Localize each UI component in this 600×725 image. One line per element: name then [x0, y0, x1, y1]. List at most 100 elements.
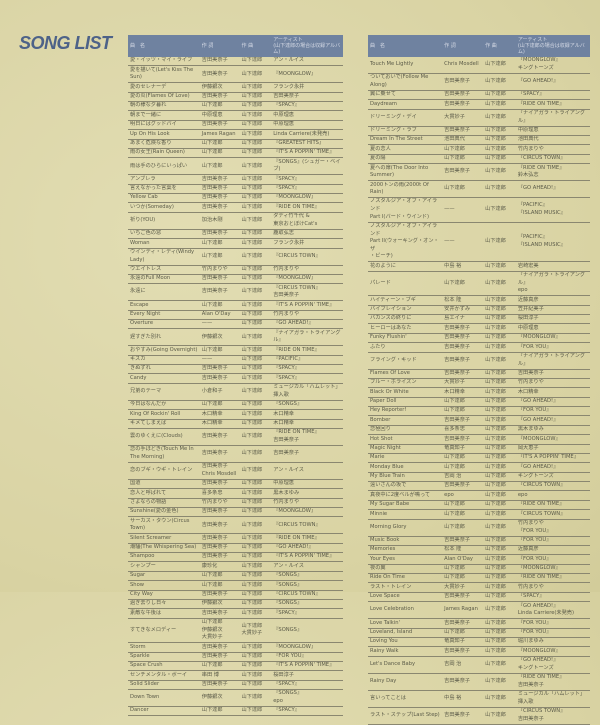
composer: 山下達郎 [483, 536, 516, 546]
lyricist: 吉田美奈子 [199, 120, 240, 131]
table-row: Sugar 山下達郎 山下達郎 『SONGS』 [128, 571, 343, 582]
table-row: City Way 吉田美奈子 山下達郎 『CIRCUS TOWN』 [128, 590, 343, 600]
composer: 山下達郎 [239, 599, 272, 610]
composer: 山下達郎 [239, 139, 272, 149]
composer: 山下達郎 [483, 690, 516, 708]
artist: 『SPACY』 [271, 174, 343, 185]
artist: 『CIRCUS TOWN』 [271, 590, 343, 600]
artist: Linda Carriere(未発売) [271, 129, 343, 140]
table-row: 翼に乗せて 吉田美奈子 山下達郎 『SPACY』 [368, 90, 590, 101]
artist: 『MOONGLOW』 [271, 274, 343, 285]
lyricist: Alan O'Day [199, 310, 240, 320]
lyricist: 山下達郎 [199, 248, 240, 266]
song-title: Storm [128, 642, 200, 653]
artist: 『CIRCUS TOWN』 [271, 516, 343, 535]
artist: 木口精幸 [515, 387, 590, 398]
table-row: Loving You 竜真知子 山下達郎 堀川まゆみ [368, 637, 590, 648]
table-row: Your Eyes Alan O'Day 山下達郎 『FOR YOU』 [368, 554, 590, 565]
table-row: Touch Me Lightly Chris Mosdell 山下達郎 『MOONGL… [368, 57, 590, 74]
artist: 竹内まりや 『FOR YOU』 [515, 519, 590, 537]
song-title: 夏への扉(The Door Into Summer) [368, 163, 443, 182]
table-row: 言いってことは 中島 裕山下達郎 ミュージカル「ハムレット」挿入歌 [368, 690, 590, 708]
song-title: キスカ [128, 355, 200, 366]
lyricist: James Ragan [199, 129, 240, 140]
song-title: ヒーローはあなた [368, 323, 443, 334]
lyricist: 吉田美奈子 [199, 364, 240, 375]
lyricist: 山下達郎 [442, 519, 484, 537]
artist: 『RIDE ON TIME』 [515, 573, 590, 584]
song-title: Shampoo [128, 552, 200, 563]
artist: 中原理恵 [515, 323, 590, 334]
artist: 『FOR YOU』 [515, 628, 590, 638]
lyricist: 吉田美奈子 [442, 90, 484, 101]
lyricist: 吉田美奈子 [199, 680, 240, 691]
lyricist: 池田典代 [442, 135, 484, 146]
table-row: Flames Of Love 吉田美奈子 山下達郎 吉田美奈子 [368, 369, 590, 379]
song-title: 真夜中に2度ベルが鳴って [368, 490, 443, 501]
composer: 山下達郎 [483, 57, 516, 74]
composer: 山下達郎 [239, 670, 272, 681]
composer: 山下達郎 [239, 419, 272, 429]
artist: 岩崎宏美 [515, 261, 590, 272]
table-row: Black Or White 木口精幸 山下達郎 木口精幸 [368, 387, 590, 398]
artist: 『FOR YOU』 [271, 652, 343, 662]
lyricist: 吉田美奈子 [199, 507, 240, 518]
song-title: いちご色の窓 [128, 229, 200, 240]
song-title: Monday Blue [368, 462, 443, 473]
song-title: Magic Night [368, 444, 443, 454]
table-row: Silent Screamer 吉田美奈子 山下達郎 『RIDE ON TIME』 [128, 533, 343, 544]
lyricist: Chris Mosdell [442, 57, 484, 74]
song-title: 祈り(YOU) [128, 212, 200, 230]
lyricist: 山下達郎 [442, 509, 484, 520]
composer: 山下達郎 [483, 73, 516, 91]
header-music: 作 曲 [239, 35, 272, 57]
artist: 『SPACY』 [271, 373, 343, 384]
lyricist: 山下達郎 [199, 157, 240, 176]
composer: 山下達郎 [483, 135, 516, 146]
song-title: ウインディ・レディ(Windy Lady) [128, 248, 200, 266]
artist: 『RIDE ON TIME』 [515, 99, 590, 110]
lyricist: 加治木剛 [199, 212, 240, 230]
artist: 『CIRCUS TOWN』 [515, 481, 590, 492]
song-title: Overture [128, 319, 200, 330]
artist: 堀川まゆみ [515, 637, 590, 648]
table-row: あまく危険な香り 山下達郎 山下達郎 『GREATEST HITS』 [128, 139, 343, 149]
song-title: Hot Shot [368, 434, 443, 445]
lyricist: 伊藤銀次 [199, 82, 240, 93]
lyricist: 喜多条忠 [199, 488, 240, 499]
artist: 『MOONGLOW』 [271, 507, 343, 518]
lyricist: 吉岡 治 [442, 472, 484, 483]
lyricist: 山下達郎 [442, 271, 484, 297]
artist: 『SPACY』 [271, 184, 343, 195]
artist: 竹内まりや [271, 498, 343, 508]
lyricist: 山下達郎 [199, 238, 240, 249]
artist: 『SPACY』 [271, 101, 343, 112]
artist: 木口精幸 [271, 409, 343, 420]
artist: 『IT'S A POPPIN' TIME』 [271, 661, 343, 672]
song-title: センチメンタル・ボーイ [128, 670, 200, 681]
artist: 『IT'S A POPPIN' TIME』 [515, 453, 590, 464]
table-row: ヒーローはあなた 吉田美奈子 山下達郎 中原理恵 [368, 323, 590, 334]
header-artist: アーティスト (山下達郎の場合は収録アルバム) [271, 35, 343, 57]
lyricist: 吉田美奈子 [199, 533, 240, 544]
table-row: さよならの物語 竹内まりや 山下達郎 竹内まりや [128, 498, 343, 508]
composer: 山下達郎 [483, 673, 516, 691]
song-title: ウエイトレス [128, 265, 200, 275]
song-title: 夜の翼 [368, 564, 443, 575]
lyricist: 山下達郎 伊藤銀次 大貫妙子 [199, 618, 240, 644]
table-row: Bomber 吉田美奈子 山下達郎 『GO AHEAD!』 [368, 415, 590, 426]
artist: 近藤真彦 [515, 545, 590, 556]
song-title: ドリーミング・ラブ [368, 126, 443, 137]
lyricist: 吉田美奈子 Chris Mosdell [199, 462, 240, 480]
table-row: 雲のゆくえに(Clouds) 吉田美奈子 山下達郎 『RIDE ON TIME』 吉田… [128, 428, 343, 446]
song-title: 今日はなんだか [128, 400, 200, 411]
song-title: Solid Slider [128, 680, 200, 691]
song-title: Hey Reporter! [368, 406, 443, 417]
table-row: Sparkle 吉田美奈子 山下達郎 『FOR YOU』 [128, 652, 343, 662]
lyricist: —— [199, 355, 240, 366]
song-title: 朝まで一緒に [128, 110, 200, 121]
song-table-left: 曲 名 作 詞 作 曲 アーティスト (山下達郎の場合は収録アルバム) 愛・イッ… [128, 35, 343, 717]
song-title: Yellow Cab [128, 193, 200, 204]
artist: 『SPACY』 [515, 90, 590, 101]
artist: 『FOR YOU』 [515, 618, 590, 629]
